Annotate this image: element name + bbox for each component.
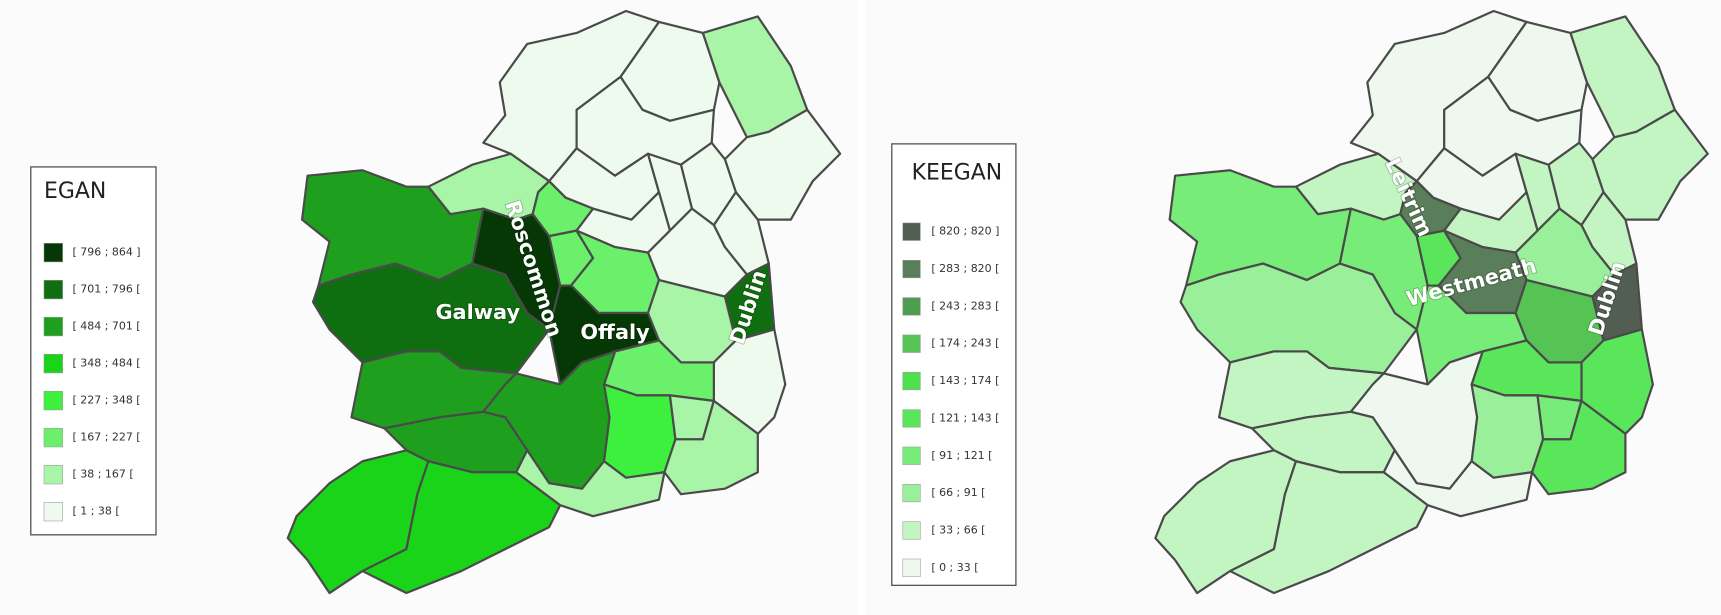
legend-label: [ 348 ; 484 [ xyxy=(73,357,141,370)
legend-swatch xyxy=(902,297,921,316)
legend-label: [ 143 ; 174 [ xyxy=(931,374,999,387)
legend-swatch xyxy=(43,354,63,374)
county xyxy=(361,460,562,595)
legend-label: [ 283 ; 820 [ xyxy=(931,262,999,275)
county-label: Galway xyxy=(435,300,520,324)
county xyxy=(1382,449,1534,518)
legend-label: [ 167 ; 227 [ xyxy=(73,431,141,444)
legend-swatch xyxy=(902,558,921,577)
legend-box xyxy=(891,143,1017,587)
map-egan: EGAN [ 796 ; 864 ] [ 701 ; 796 [ [ 484 ; 70… xyxy=(30,9,842,595)
county xyxy=(515,449,666,518)
legend-label: [ 796 ; 864 ] xyxy=(73,246,141,259)
county-label: Offaly xyxy=(580,320,650,344)
legend-label: [ 820 ; 820 ] xyxy=(931,225,999,238)
county xyxy=(311,262,551,375)
legend-label: [ 484 ; 701 [ xyxy=(73,320,141,333)
legend-swatch xyxy=(902,484,921,503)
legend-label: [ 701 ; 796 [ xyxy=(73,283,141,296)
legend-label: [ 66 ; 91 [ xyxy=(931,486,985,499)
legend-swatch xyxy=(43,391,63,411)
legend-title: EGAN xyxy=(44,179,106,204)
legend-swatch xyxy=(902,334,921,353)
legend-swatch xyxy=(902,409,921,428)
legend-swatch xyxy=(43,242,63,263)
legend-swatch xyxy=(902,521,921,540)
map-keegan: KEEGAN [ 820 ; 820 ] [ 283 ; 820 [ [ 243 ; … xyxy=(891,9,1709,595)
map xyxy=(286,9,842,595)
legend-label: [ 33 ; 66 [ xyxy=(931,523,985,536)
legend-label: [ 121 ; 143 [ xyxy=(931,411,999,424)
legend-swatch xyxy=(902,372,921,391)
legend-swatch xyxy=(43,316,63,337)
legend-swatch xyxy=(43,428,63,448)
map xyxy=(1154,9,1709,595)
legend-label: [ 91 ; 121 [ xyxy=(931,449,992,462)
legend-swatch xyxy=(902,446,921,465)
legend-swatch xyxy=(902,260,921,279)
county xyxy=(1228,460,1429,595)
legend-label: [ 243 ; 283 [ xyxy=(931,299,999,312)
county xyxy=(1530,399,1627,496)
county xyxy=(1179,262,1418,375)
county xyxy=(663,399,759,496)
legend-swatch xyxy=(43,279,63,300)
legend-label: [ 174 ; 243 [ xyxy=(931,337,999,350)
legend-label: [ 0 ; 33 [ xyxy=(931,561,978,574)
legend-swatch xyxy=(43,465,63,485)
legend-title: KEEGAN xyxy=(912,161,1003,186)
county xyxy=(1470,383,1545,479)
legend-swatch xyxy=(902,222,921,241)
legend-label: [ 227 ; 348 [ xyxy=(73,394,141,407)
county xyxy=(602,383,677,479)
legend-label: [ 38 ; 167 [ xyxy=(73,468,134,481)
legend-swatch xyxy=(43,502,63,522)
legend-label: [ 1 ; 38 [ xyxy=(73,505,120,518)
